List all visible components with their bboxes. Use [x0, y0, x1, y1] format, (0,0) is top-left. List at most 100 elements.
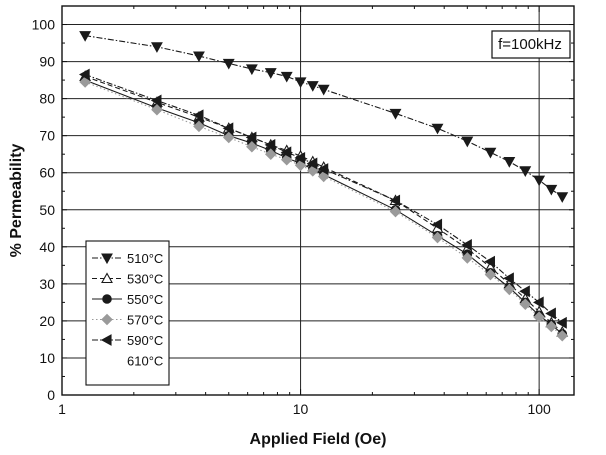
legend-marker — [101, 253, 113, 265]
data-point — [389, 194, 401, 207]
data-point — [79, 31, 92, 42]
data-point — [503, 283, 516, 296]
series-510c — [79, 31, 569, 203]
y-tick-label: 40 — [39, 239, 55, 255]
data-point — [280, 71, 293, 83]
y-axis-title: % Permeability — [8, 143, 25, 257]
frequency-annotation: f=100kHz — [491, 30, 571, 59]
data-point — [484, 255, 495, 268]
data-point — [484, 147, 497, 159]
data-point — [151, 42, 163, 53]
data-point — [306, 157, 318, 170]
data-point — [519, 166, 532, 177]
data-point — [280, 153, 293, 166]
data-point — [264, 138, 276, 151]
data-point — [317, 84, 330, 96]
x-tick-label: 100 — [527, 401, 551, 417]
legend-entry-530c: 530°C — [92, 272, 163, 287]
legend-label: 570°C — [127, 313, 163, 328]
legend-entry-510c: 510°C — [92, 251, 163, 266]
data-point — [545, 184, 558, 196]
legend-marker — [101, 313, 113, 326]
data-point — [503, 272, 514, 285]
y-tick-label: 20 — [39, 313, 55, 329]
data-point — [556, 192, 569, 203]
data-point — [431, 123, 444, 135]
data-point — [306, 165, 319, 177]
legend-marker — [100, 334, 112, 346]
data-point — [222, 58, 235, 70]
y-tick-label: 0 — [47, 387, 55, 403]
data-point — [431, 218, 443, 231]
data-point — [461, 239, 472, 251]
data-point — [280, 146, 292, 159]
data-point — [79, 76, 91, 88]
legend-entry-570c: 570°C — [92, 313, 163, 328]
data-point — [193, 120, 205, 133]
x-tick-label: 1 — [58, 401, 66, 417]
y-tick-label: 100 — [32, 17, 56, 33]
data-point — [306, 81, 319, 92]
legend-entry-610c: 610°C — [127, 354, 163, 369]
legend: 510°C 530°C 550°C 570°C 590°C 610°C — [85, 240, 170, 386]
data-point — [192, 109, 204, 122]
y-tick-label: 60 — [39, 165, 55, 181]
y-tick-label: 10 — [39, 350, 55, 366]
y-tick-label: 80 — [39, 91, 55, 107]
data-point — [245, 64, 258, 76]
data-point — [246, 141, 258, 153]
legend-label: 530°C — [127, 272, 163, 287]
legend-box — [85, 240, 170, 386]
data-point — [294, 159, 307, 172]
data-point — [431, 231, 444, 244]
y-tick-label: 70 — [39, 128, 55, 144]
data-point — [317, 163, 329, 175]
data-point — [389, 108, 402, 120]
legend-label: 550°C — [127, 292, 163, 307]
annotation-box — [491, 30, 571, 59]
data-point — [556, 329, 569, 342]
x-axis-title: Applied Field (Oe) — [250, 431, 387, 448]
data-point — [519, 298, 532, 311]
data-point — [545, 307, 556, 320]
data-point — [222, 131, 235, 144]
series-570c — [79, 76, 569, 342]
data-point — [150, 94, 162, 107]
data-point — [533, 175, 546, 187]
data-point — [533, 296, 544, 309]
data-point — [519, 285, 530, 298]
data-point — [556, 316, 567, 329]
data-point — [78, 68, 90, 81]
data-point — [294, 77, 307, 89]
data-point — [151, 103, 163, 116]
y-tick-label: 50 — [39, 202, 55, 218]
series-590c — [78, 68, 567, 329]
y-tick-label: 90 — [39, 54, 55, 70]
data-point — [264, 148, 277, 160]
y-tick-label: 30 — [39, 276, 55, 292]
data-point — [264, 68, 277, 79]
legend-label: 590°C — [127, 333, 163, 348]
data-point — [545, 320, 558, 333]
plot-area-frame — [61, 5, 575, 396]
data-point — [533, 311, 545, 323]
data-point — [193, 51, 205, 63]
data-point — [461, 136, 474, 148]
data-point — [389, 205, 402, 218]
data-series — [78, 31, 569, 342]
data-point — [245, 131, 257, 144]
data-point — [484, 268, 497, 281]
annotation-text: f=100kHz — [498, 36, 562, 53]
data-point — [317, 170, 330, 183]
x-tick-label: 10 — [293, 401, 309, 417]
legend-label: 610°C — [127, 354, 163, 369]
data-point — [503, 157, 516, 168]
legend-marker — [102, 294, 112, 304]
data-point — [222, 122, 234, 135]
legend-entry-550c: 550°C — [92, 292, 163, 307]
legend-marker — [101, 272, 113, 284]
legend-label: 510°C — [127, 251, 163, 266]
